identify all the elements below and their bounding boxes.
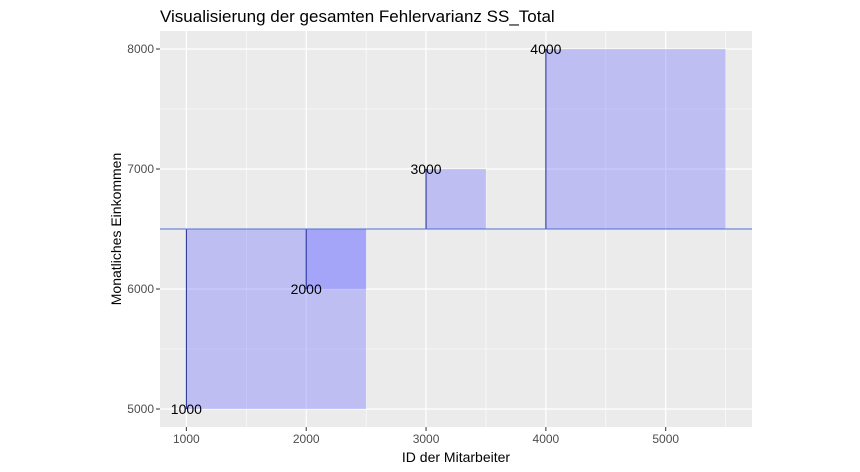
deviation-squares [186,49,726,409]
point-labels: 1000 2000 3000 4000 [171,41,562,417]
x-tick-label: 5000 [652,432,679,446]
y-tick-label: 6000 [127,282,154,296]
deviation-square [545,49,726,229]
point-label: 1000 [171,401,202,417]
x-axis-ticks: 1000 2000 3000 4000 5000 [173,427,679,446]
x-tick-label: 2000 [293,432,320,446]
deviation-segments [185,49,547,409]
x-tick-label: 4000 [533,432,560,446]
point-label: 4000 [530,41,561,57]
y-tick-label: 8000 [127,42,154,56]
y-tick-label: 5000 [127,402,154,416]
x-axis-title: ID der Mitarbeiter [402,449,510,465]
deviation-square [186,229,367,409]
point-label: 3000 [410,161,441,177]
x-tick-label: 1000 [173,432,200,446]
point-label: 2000 [291,281,322,297]
deviation-square [306,229,367,289]
x-tick-label: 3000 [413,432,440,446]
y-axis-title: Monatliches Einkommen [108,153,124,306]
deviation-square [426,169,486,229]
y-tick-label: 7000 [127,162,154,176]
chart-title: Visualisierung der gesamten Fehlervarian… [160,7,555,26]
y-axis-ticks: 5000 6000 7000 8000 [127,42,160,416]
